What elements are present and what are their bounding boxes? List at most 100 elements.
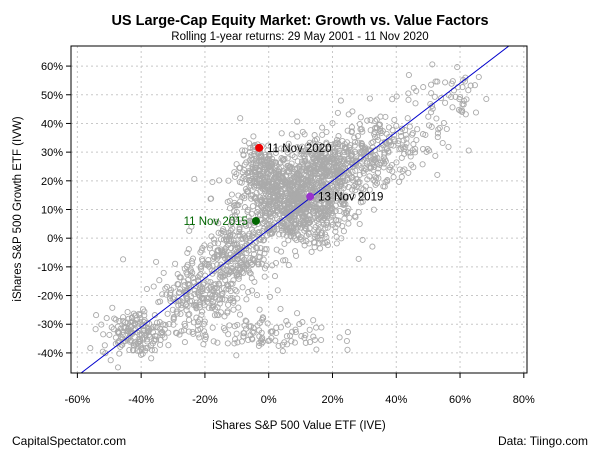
scatter-point xyxy=(278,180,285,187)
scatter-point xyxy=(288,131,295,138)
scatter-point xyxy=(398,173,405,180)
scatter-point xyxy=(185,276,192,283)
scatter-point xyxy=(348,153,355,160)
scatter-point xyxy=(292,166,299,173)
scatter-point xyxy=(224,256,231,263)
scatter-point xyxy=(236,245,243,252)
scatter-point xyxy=(370,153,377,160)
scatter-point xyxy=(272,190,279,197)
scatter-point xyxy=(312,180,319,188)
scatter-point xyxy=(357,199,364,206)
scatter-point xyxy=(157,326,164,333)
scatter-point xyxy=(200,341,207,348)
scatter-point xyxy=(338,192,345,199)
scatter-point xyxy=(267,197,274,204)
scatter-point xyxy=(144,329,151,336)
scatter-point xyxy=(209,178,216,186)
scatter-point xyxy=(349,161,356,168)
scatter-point xyxy=(191,279,198,286)
scatter-point xyxy=(272,149,279,156)
scatter-point xyxy=(334,109,341,116)
scatter-point xyxy=(119,317,126,324)
scatter-point xyxy=(377,113,384,120)
scatter-point xyxy=(147,342,155,349)
scatter-point xyxy=(319,239,326,246)
scatter-point xyxy=(225,236,233,243)
scatter-point xyxy=(214,339,221,346)
scatter-point xyxy=(244,206,251,213)
scatter-point xyxy=(276,196,283,203)
scatter-point xyxy=(314,195,321,202)
scatter-point xyxy=(308,186,315,193)
scatter-point xyxy=(207,195,214,202)
x-tick-label: -20% xyxy=(192,394,218,406)
scatter-point xyxy=(210,302,217,309)
scatter-point xyxy=(230,253,237,260)
scatter-point xyxy=(351,142,358,149)
scatter-point xyxy=(471,82,478,89)
scatter-point xyxy=(366,95,373,102)
scatter-point xyxy=(190,319,198,326)
scatter-point xyxy=(340,228,347,235)
scatter-point xyxy=(434,171,441,178)
scatter-point xyxy=(183,307,190,314)
scatter-point xyxy=(299,183,306,190)
scatter-point xyxy=(150,283,157,290)
scatter-point xyxy=(103,315,110,322)
x-axis: -60% -40% -20% 0% 20% 40% 60% 80% xyxy=(65,373,535,406)
scatter-point xyxy=(341,144,348,151)
scatter-point xyxy=(215,229,222,236)
scatter-point xyxy=(414,126,421,133)
scatter-point xyxy=(218,273,225,280)
scatter-point xyxy=(256,170,263,177)
scatter-point xyxy=(250,251,258,258)
scatter-point xyxy=(336,334,343,341)
scatter-point xyxy=(100,331,107,338)
scatter-point xyxy=(369,160,376,168)
scatter-point xyxy=(299,128,306,135)
scatter-point xyxy=(182,301,189,308)
scatter-point xyxy=(283,168,290,175)
scatter-point xyxy=(239,235,246,242)
highlight-label: 13 Nov 2019 xyxy=(318,192,383,204)
scatter-point xyxy=(166,295,174,302)
scatter-point xyxy=(349,174,356,181)
scatter-point xyxy=(195,331,202,338)
scatter-point xyxy=(162,285,169,292)
scatter-point xyxy=(386,137,394,144)
scatter-point xyxy=(405,71,412,79)
scatter-point xyxy=(304,160,311,167)
chart-title: US Large-Cap Equity Market: Growth vs. V… xyxy=(111,13,488,29)
scatter-point xyxy=(220,285,227,292)
scatter-point xyxy=(268,334,275,342)
scatter-point xyxy=(219,291,226,298)
scatter-point xyxy=(176,331,183,338)
scatter-point xyxy=(319,205,326,212)
scatter-point xyxy=(199,285,206,292)
scatter-point xyxy=(300,160,307,168)
scatter-point xyxy=(311,214,318,221)
scatter-point xyxy=(120,314,127,321)
scatter-point xyxy=(233,269,240,276)
scatter-point xyxy=(263,246,270,253)
scatter-point xyxy=(321,160,329,168)
scatter-point xyxy=(257,249,264,256)
scatter-point xyxy=(398,125,406,132)
scatter-point xyxy=(329,166,336,173)
scatter-point xyxy=(165,329,172,336)
scatter-point xyxy=(243,249,250,257)
scatter-point xyxy=(190,274,197,281)
scatter-point xyxy=(172,260,179,267)
scatter-point xyxy=(301,242,308,249)
scatter-point xyxy=(148,325,155,332)
scatter-point xyxy=(227,288,234,295)
scatter-point xyxy=(342,167,349,175)
x-tick-label: 20% xyxy=(321,394,343,406)
scatter-point xyxy=(241,256,248,263)
scatter-point xyxy=(255,182,262,190)
scatter-point xyxy=(443,125,450,133)
scatter-point xyxy=(269,178,276,185)
scatter-point xyxy=(296,209,303,216)
scatter-point xyxy=(129,346,137,353)
scatter-point xyxy=(252,174,259,181)
